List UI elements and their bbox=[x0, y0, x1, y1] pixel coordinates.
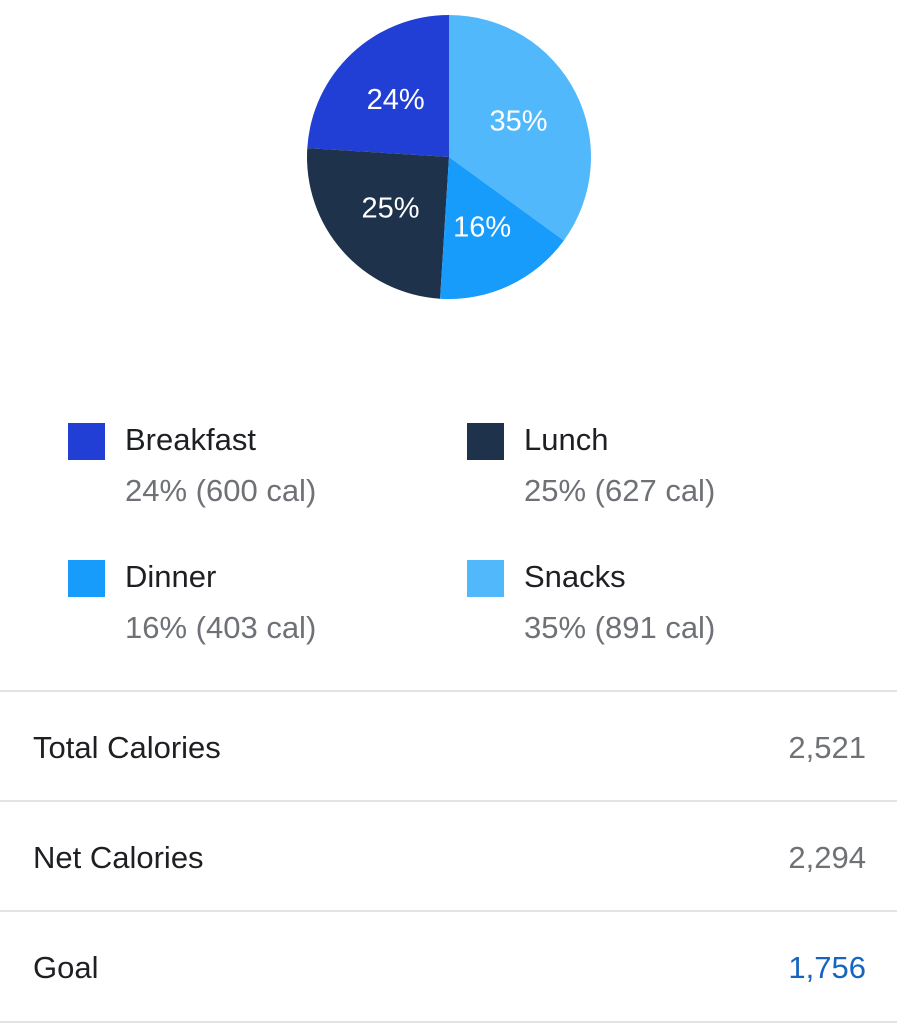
total-calories-label: Total Calories bbox=[33, 730, 221, 765]
legend-swatch-lunch bbox=[467, 423, 504, 460]
calories-pie-chart: 24% 25% 16% 35% bbox=[0, 0, 897, 380]
legend-swatch-dinner bbox=[68, 560, 105, 597]
legend-item-lunch: Lunch 25% (627 cal) bbox=[467, 420, 847, 520]
total-calories-value: 2,521 bbox=[788, 730, 866, 765]
legend-detail-dinner: 16% (403 cal) bbox=[125, 610, 317, 645]
pie-label-breakfast: 24% bbox=[367, 84, 425, 116]
legend-detail-snacks: 35% (891 cal) bbox=[524, 610, 716, 645]
pie-label-snacks: 35% bbox=[489, 106, 547, 138]
legend-item-dinner: Dinner 16% (403 cal) bbox=[68, 557, 448, 657]
goal-value: 1,756 bbox=[788, 950, 866, 985]
total-calories-row[interactable]: Total Calories 2,521 bbox=[0, 690, 897, 800]
legend-name-dinner: Dinner bbox=[125, 559, 217, 594]
net-calories-label: Net Calories bbox=[33, 840, 204, 875]
pie-label-lunch: 25% bbox=[361, 193, 419, 225]
legend-detail-lunch: 25% (627 cal) bbox=[524, 473, 716, 508]
legend-name-snacks: Snacks bbox=[524, 559, 626, 594]
net-calories-value: 2,294 bbox=[788, 840, 866, 875]
net-calories-row[interactable]: Net Calories 2,294 bbox=[0, 800, 897, 910]
pie-slice-breakfast[interactable] bbox=[307, 15, 449, 157]
goal-label: Goal bbox=[33, 950, 99, 985]
meal-legend: Breakfast 24% (600 cal) Lunch 25% (627 c… bbox=[0, 420, 897, 660]
calorie-summary: Total Calories 2,521 Net Calories 2,294 … bbox=[0, 690, 897, 1023]
legend-name-breakfast: Breakfast bbox=[125, 422, 256, 457]
legend-swatch-snacks bbox=[467, 560, 504, 597]
legend-swatch-breakfast bbox=[68, 423, 105, 460]
pie-slice-lunch[interactable] bbox=[306, 148, 449, 299]
pie-slice-snacks[interactable] bbox=[449, 15, 592, 241]
legend-item-breakfast: Breakfast 24% (600 cal) bbox=[68, 420, 448, 520]
legend-detail-breakfast: 24% (600 cal) bbox=[125, 473, 317, 508]
pie-chart-svg: 24% 25% 16% 35% bbox=[306, 15, 592, 300]
goal-row[interactable]: Goal 1,756 bbox=[0, 910, 897, 1023]
pie-label-dinner: 16% bbox=[453, 212, 511, 244]
legend-item-snacks: Snacks 35% (891 cal) bbox=[467, 557, 847, 657]
legend-name-lunch: Lunch bbox=[524, 422, 609, 457]
pie-slice-dinner[interactable] bbox=[440, 157, 564, 300]
